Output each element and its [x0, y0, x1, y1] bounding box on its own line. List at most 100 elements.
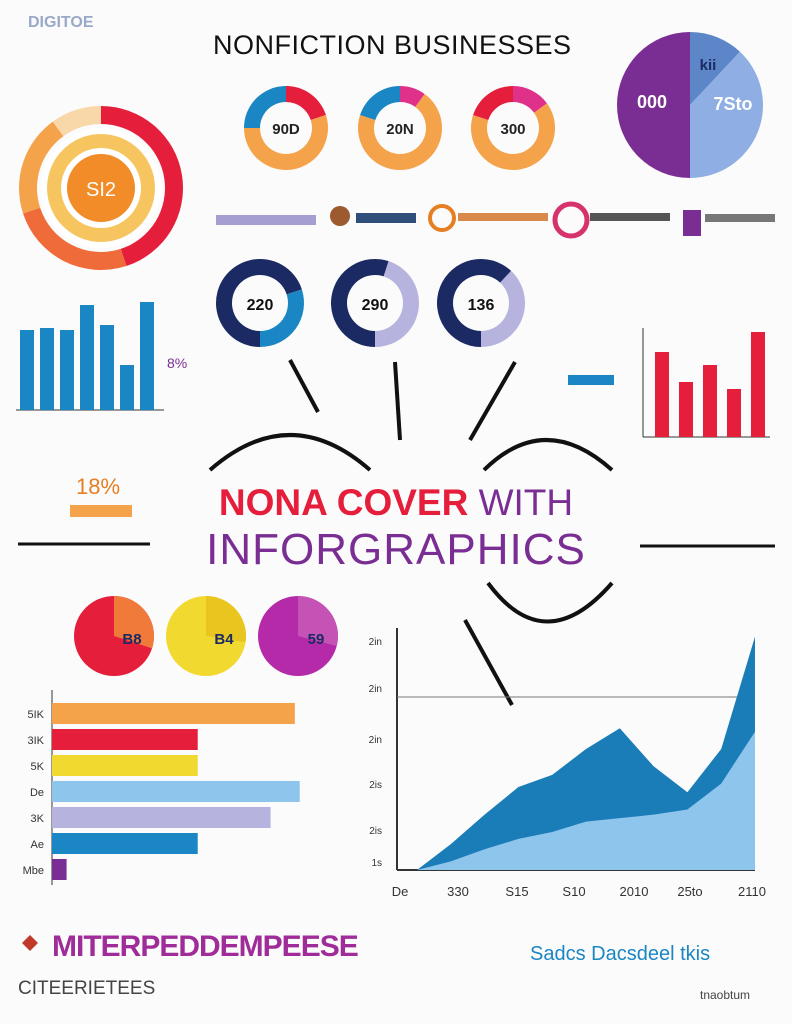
area-xtick-5: 25to [677, 884, 702, 899]
hbar-6 [52, 859, 67, 880]
right-bar-4 [751, 332, 765, 437]
footer-top-left: MITERPEDDEMPEESE [52, 930, 359, 963]
hbar-3 [52, 781, 300, 802]
left-bar-0 [20, 330, 34, 410]
spoke-mid [393, 361, 402, 441]
color-circle-wedge-1 [206, 596, 247, 643]
top-donut-0-slice-0 [286, 86, 326, 120]
hbar-0 [52, 703, 295, 724]
logo-ring-orange [428, 204, 456, 232]
color-circle-label-0: B8 [122, 631, 141, 648]
target-outer-slice-0 [101, 106, 183, 266]
logo-bar-lavender [216, 215, 316, 225]
right-side-bar [568, 375, 614, 385]
subtitle-right: Sadcs Dacsdeel tkis [530, 943, 711, 965]
hbar-label-3: De [30, 787, 44, 799]
color-circle-wedge-2 [298, 596, 338, 646]
right-bar-2 [703, 365, 717, 437]
logo-dot-brown [330, 206, 350, 226]
left-bar-3 [80, 305, 94, 410]
footer-bottom-right: tnaobtum [700, 988, 751, 1002]
spoke-low [463, 619, 514, 706]
area-xtick-3: S10 [562, 884, 585, 899]
curve-lower-right [486, 581, 614, 624]
tr-pie-label-1: 7Sto [713, 94, 752, 114]
left-bar-1 [40, 328, 54, 410]
navy-donut-label-2: 136 [468, 297, 495, 314]
color-circle-wedge-0 [114, 596, 154, 649]
top-donut-label-1: 20N [386, 121, 414, 138]
hbar-label-6: Mbe [23, 865, 44, 877]
footer-bottom-left: CITEERIETEES [18, 978, 156, 999]
logo-swirl-pink [552, 201, 590, 239]
hbar-label-1: 3IK [27, 735, 44, 747]
target-outer-slice-3 [52, 106, 101, 137]
right-bar-0 [655, 352, 669, 437]
top-donut-1-slice-2 [360, 86, 400, 120]
tr-pie-label-0: kii [700, 57, 717, 74]
area-xtick-4: 2010 [620, 884, 649, 899]
color-circle-label-2: 59 [308, 631, 325, 648]
area-xtick-1: 330 [447, 884, 469, 899]
top-donut-label-2: 300 [500, 121, 525, 138]
left-bar-6 [140, 302, 154, 410]
navy-donut-1-slice-0 [331, 259, 389, 347]
right-bar-1 [679, 382, 693, 437]
cover-heading-red: NONA COVER [218, 482, 469, 523]
logo-bar-navy [356, 213, 416, 223]
cover-heading-line2: INFORGRAPHICS [206, 525, 586, 574]
target-label: SI2 [86, 179, 116, 201]
target-core [67, 154, 135, 222]
navy-donut-1-slice-1 [375, 261, 420, 347]
area-xtick-6: 2110 [738, 884, 766, 899]
logo-bar-tan [458, 213, 548, 221]
hbar-1 [52, 729, 198, 750]
hbar-2 [52, 755, 198, 776]
navy-donut-label-1: 290 [362, 297, 389, 314]
hbar-5 [52, 833, 198, 854]
top-donut-2-slice-2 [473, 86, 513, 120]
logo-bar-gray2 [705, 214, 775, 222]
orange-ribbon [70, 505, 132, 517]
area-series-0 [417, 636, 755, 870]
cover-heading-with: WITH [478, 482, 574, 523]
top-donut-2-slice-1 [471, 103, 555, 170]
top-donut-0-slice-1 [244, 115, 329, 171]
logo-square-purple [683, 210, 701, 236]
navy-donut-0-slice-0 [216, 259, 302, 347]
hbar-label-2: 5K [31, 761, 45, 773]
left-bar-4 [100, 325, 114, 410]
left-bar-5 [120, 365, 134, 410]
right-bar-3 [727, 389, 741, 437]
tr-pie-slice-0 [690, 32, 740, 105]
tr-pie-slice-2 [617, 32, 690, 178]
target-outer-slice-2 [18, 121, 64, 214]
page-title: NONFICTION BUSINESSES [213, 30, 572, 60]
left-bar-2 [60, 330, 74, 410]
color-circle-label-1: B4 [214, 631, 234, 648]
top-donut-0-slice-2 [244, 86, 286, 128]
area-ytick-0: 2in [369, 637, 382, 648]
area-series-1 [417, 731, 755, 870]
area-ytick-3: 2is [369, 780, 382, 791]
spoke-left [288, 359, 320, 413]
navy-donut-2-slice-0 [437, 259, 512, 347]
top-left-label: DIGITOE [28, 14, 94, 31]
percent-small: 8% [167, 355, 188, 371]
logo-bar-gray [590, 213, 670, 221]
area-ytick-2: 2in [369, 735, 382, 746]
navy-donut-2-slice-1 [481, 270, 525, 347]
curve-right [482, 438, 614, 472]
area-ytick-5: 1s [371, 858, 382, 869]
hbar-4 [52, 807, 271, 828]
footer-diamond-icon [22, 935, 38, 951]
top-donut-1-slice-1 [358, 94, 443, 170]
top-donut-2-slice-0 [513, 86, 547, 113]
navy-donut-label-0: 220 [247, 297, 274, 314]
cover-heading-line1: NONA COVER WITH [0, 482, 792, 524]
target-outer-slice-1 [23, 207, 127, 270]
spoke-right [468, 361, 517, 441]
area-ytick-1: 2in [369, 684, 382, 695]
hbar-label-4: 3K [31, 813, 45, 825]
